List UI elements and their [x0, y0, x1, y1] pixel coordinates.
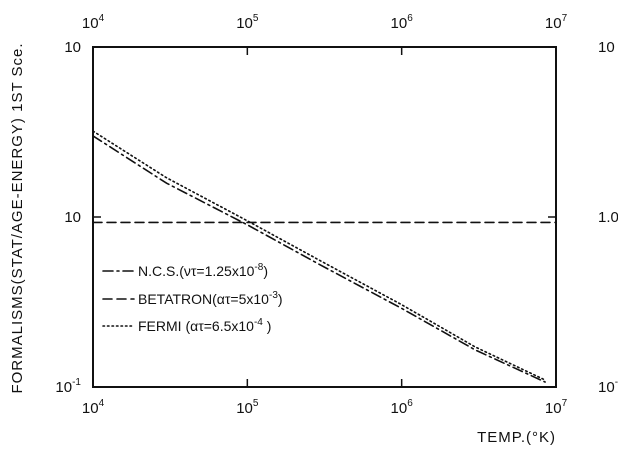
legend: N.C.S.(ντ=1.25x10-8) BETATRON(ατ=5x10-3) F…: [102, 262, 283, 334]
series-group: [92, 130, 557, 383]
y-tick-label-right: 10: [598, 39, 615, 56]
x-tick-label-top: 104: [82, 13, 105, 32]
legend-label: N.C.S.(ντ=1.25x10-8): [138, 262, 268, 279]
plot-frame: [92, 46, 557, 388]
y-tick-label-right: 1.0: [598, 209, 618, 226]
legend-label: FERMI (ατ=6.5x10-4 ): [138, 317, 271, 334]
series-line-dotted: [92, 130, 546, 381]
y-tick-label-right: 10-: [598, 377, 618, 396]
x-tick-label-top: 105: [236, 13, 259, 32]
y-tick-label: 10: [64, 209, 81, 226]
x-axis-bottom: 104 105 106 107: [82, 379, 568, 417]
y-axis-label: FORMALISMS(STAT/AGE-ENERGY) 1ST Sce.: [9, 42, 26, 393]
x-tick-label: 104: [82, 398, 105, 417]
y-axis-left: 10 10 10-1: [55, 39, 101, 396]
x-tick-label-top: 106: [391, 13, 414, 32]
x-axis-top: 104 105 106 107: [82, 13, 568, 55]
series-line-dashdot: [92, 135, 546, 383]
y-tick-label: 10-1: [55, 377, 81, 396]
x-tick-label: 107: [545, 398, 568, 417]
x-axis-label: TEMP.(°K): [477, 429, 556, 446]
x-tick-label: 106: [391, 398, 414, 417]
plot-border: [92, 46, 557, 388]
x-tick-label-top: 107: [545, 13, 568, 32]
y-tick-label: 10: [64, 39, 81, 56]
x-tick-label: 105: [236, 398, 259, 417]
y-axis-right: 10 1.0 10-: [548, 39, 618, 396]
legend-label: BETATRON(ατ=5x10-3): [138, 290, 283, 307]
